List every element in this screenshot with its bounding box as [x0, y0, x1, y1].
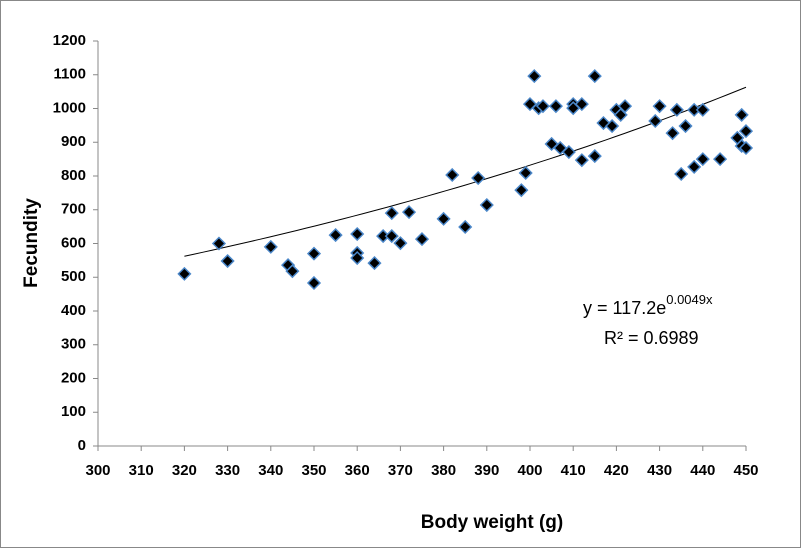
data-point	[177, 266, 192, 281]
y-tick-label: 700	[61, 201, 86, 218]
y-tick-label: 900	[61, 133, 86, 150]
x-tick-label: 390	[474, 462, 499, 479]
equation: y = 117.2e	[583, 298, 666, 318]
data-point	[665, 126, 680, 141]
data-point	[695, 152, 710, 167]
data-point	[678, 118, 693, 134]
x-tick-label: 320	[172, 462, 197, 479]
data-point	[350, 226, 365, 242]
data-point	[401, 205, 417, 220]
y-axis-title: Fecundity	[21, 198, 42, 288]
data-point	[613, 107, 628, 122]
data-point	[458, 219, 473, 235]
data-point	[652, 99, 667, 114]
data-point	[263, 239, 278, 254]
equation-exponent: 0.0049x	[666, 292, 713, 307]
r-squared: R² = 0.6989	[604, 328, 699, 348]
y-tick-label: 400	[61, 302, 86, 319]
data-point	[220, 253, 235, 269]
y-tick-label: 1000	[53, 99, 86, 116]
data-point	[561, 144, 576, 160]
data-point	[328, 228, 343, 243]
x-tick-label: 360	[345, 462, 370, 479]
data-point	[436, 211, 451, 226]
data-point	[211, 236, 227, 251]
data-point	[414, 232, 430, 247]
data-point	[384, 229, 399, 244]
data-point	[695, 102, 710, 117]
y-tick-label: 300	[61, 336, 86, 353]
y-tick-label: 1100	[53, 66, 86, 83]
data-point	[306, 275, 322, 291]
x-tick-label: 350	[301, 462, 326, 479]
data-point	[574, 97, 589, 112]
y-tick-label: 100	[61, 403, 86, 420]
data-point	[687, 159, 702, 174]
x-tick-label: 370	[388, 462, 413, 479]
data-point	[306, 246, 322, 261]
x-tick-label: 410	[561, 462, 586, 479]
data-point	[393, 236, 408, 251]
y-tick-label: 0	[78, 437, 86, 454]
data-point	[738, 140, 754, 156]
x-tick-label: 400	[517, 462, 542, 479]
data-point	[648, 113, 663, 129]
trend-equation: y = 117.2e0.0049x	[583, 292, 713, 317]
x-tick-label: 310	[129, 462, 154, 479]
y-tick-label: 1200	[53, 32, 86, 49]
data-point	[384, 206, 399, 221]
data-point	[617, 99, 633, 114]
data-point	[471, 170, 486, 186]
data-point	[514, 183, 529, 198]
x-tick-label: 450	[733, 462, 758, 479]
data-point	[367, 256, 382, 271]
data-point	[713, 152, 728, 167]
data-point	[522, 97, 538, 112]
x-tick-label: 340	[258, 462, 283, 479]
x-tick-label: 440	[690, 462, 715, 479]
data-point	[587, 69, 602, 84]
data-point	[574, 153, 589, 168]
data-point	[548, 99, 563, 114]
data-point	[518, 165, 533, 181]
data-point	[674, 166, 689, 182]
x-tick-label: 380	[431, 462, 456, 479]
data-point	[587, 149, 602, 164]
data-point	[544, 136, 559, 151]
data-point	[738, 124, 754, 139]
data-point	[669, 102, 684, 117]
y-tick-label: 200	[61, 369, 86, 386]
data-point	[535, 99, 551, 114]
y-tick-label: 800	[61, 167, 86, 184]
x-tick-label: 420	[604, 462, 629, 479]
data-point	[285, 264, 300, 279]
data-point	[350, 250, 365, 266]
x-tick-label: 330	[215, 462, 240, 479]
data-point	[734, 107, 749, 122]
data-point	[479, 197, 494, 213]
data-point	[445, 167, 460, 183]
x-tick-label: 430	[647, 462, 672, 479]
x-axis-title: Body weight (g)	[421, 512, 563, 533]
y-tick-label: 600	[61, 234, 86, 251]
data-point	[527, 69, 542, 84]
data-point	[605, 118, 620, 134]
data-point	[553, 140, 568, 156]
y-tick-label: 500	[61, 268, 86, 285]
x-tick-label: 300	[85, 462, 110, 479]
